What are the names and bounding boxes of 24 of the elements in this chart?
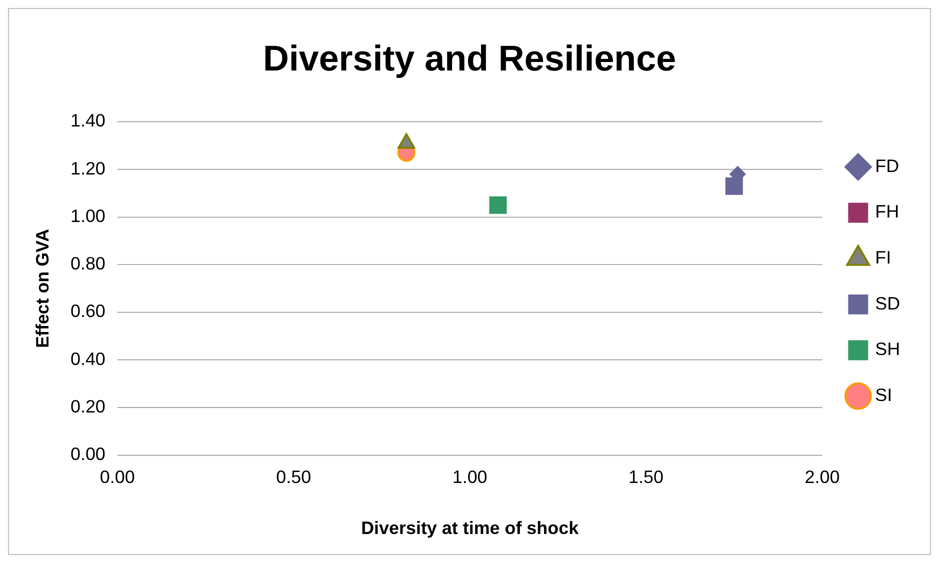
x-tick-label: 1.00 [452, 466, 488, 487]
point [725, 177, 743, 195]
legend-label: SI [875, 385, 892, 406]
y-tick-label: 0.00 [70, 444, 106, 464]
x-tick-label: 0.50 [276, 466, 312, 487]
x-tick-label: 2.00 [804, 466, 840, 487]
legend-label: FI [875, 248, 892, 268]
x-axis-title: Diversity at time of shock [361, 518, 579, 538]
y-tick-label: 0.80 [70, 254, 106, 274]
legend-label: SH [875, 339, 900, 360]
x-tick-label: 1.50 [628, 466, 664, 487]
y-tick-label: 1.40 [70, 110, 106, 131]
legend-label: FH [875, 202, 900, 222]
y-tick-label: 0.60 [70, 301, 106, 322]
y-axis-title: Effect on GVA [32, 228, 53, 348]
x-tick-label: 0.00 [100, 466, 135, 487]
y-tick-label: 1.00 [70, 206, 106, 226]
y-tick-label: 0.20 [70, 396, 106, 416]
y-tick-label: 0.40 [70, 348, 106, 369]
y-tick-label: 1.20 [70, 158, 106, 178]
chart-title: Diversity and Resilience [262, 38, 676, 78]
legend-label: SD [875, 293, 900, 314]
legend-label: FD [875, 156, 900, 176]
point [489, 196, 507, 214]
